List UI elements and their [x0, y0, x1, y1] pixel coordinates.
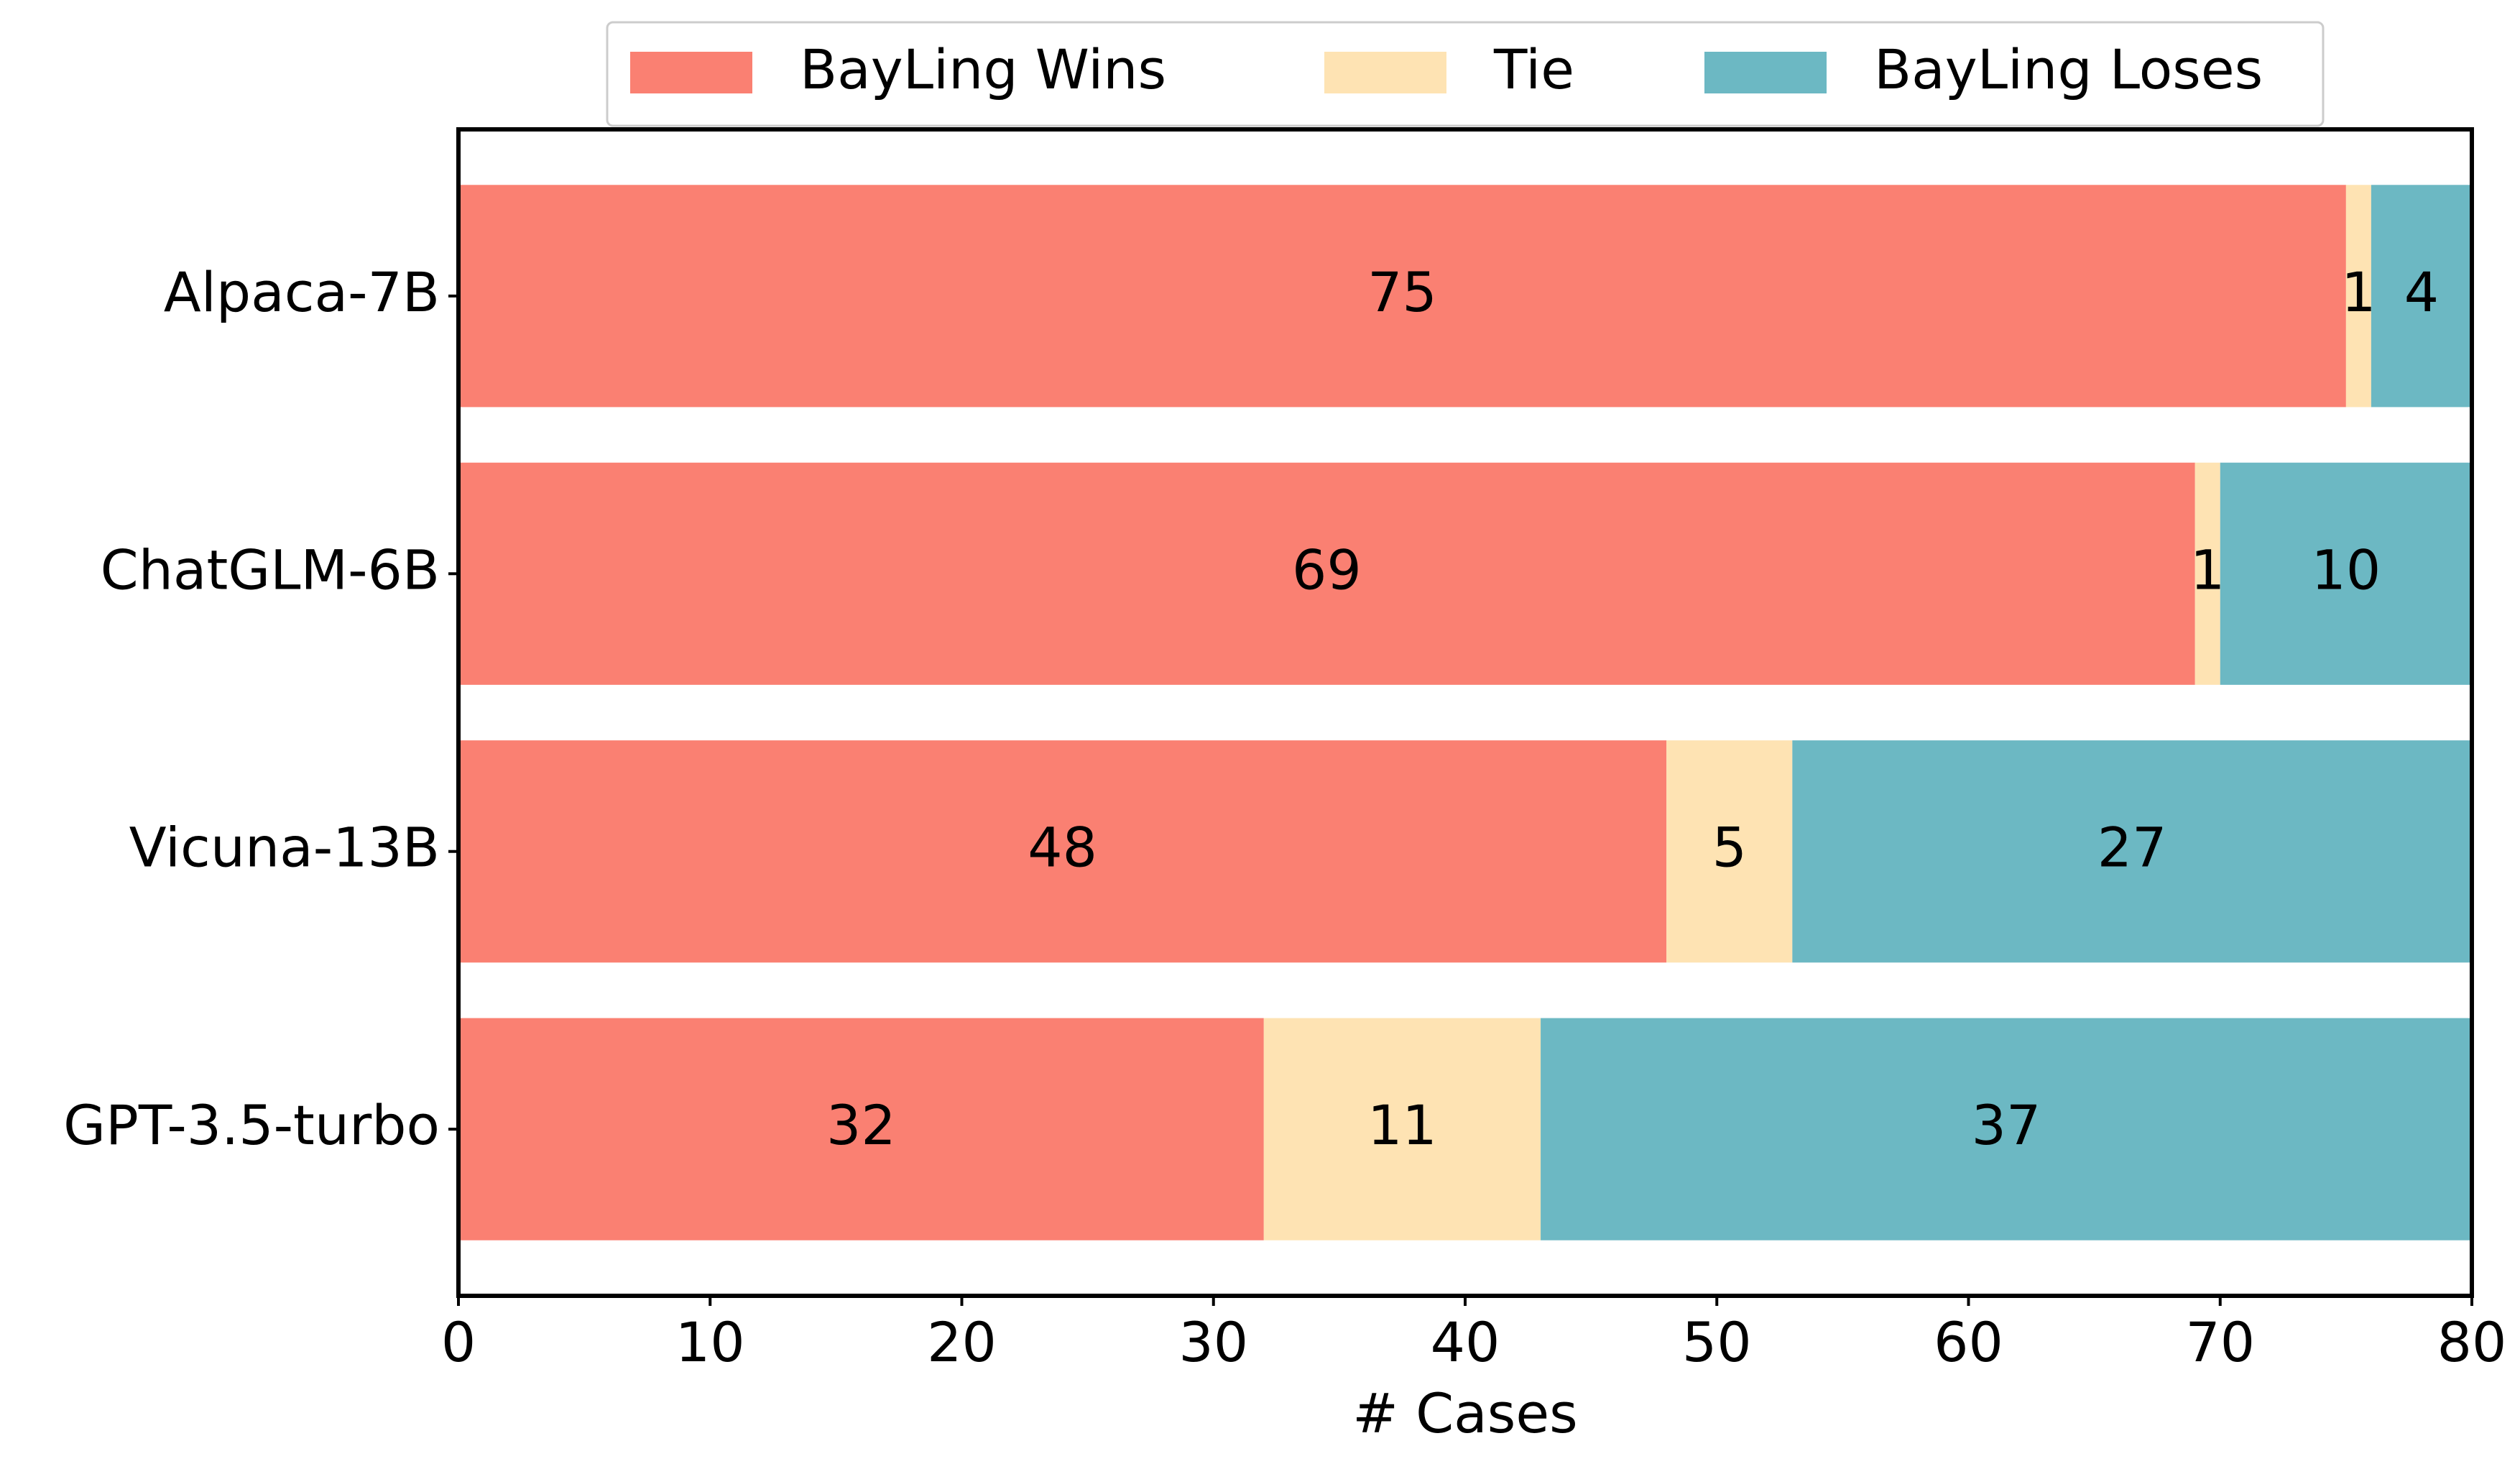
data-label: 69	[1292, 538, 1362, 602]
x-axis-label: # Cases	[1352, 1381, 1577, 1445]
y-tick-label: GPT-3.5-turbo	[63, 1093, 440, 1157]
legend-box	[606, 21, 2325, 127]
legend-label: BayLing Loses	[1874, 37, 2263, 101]
bar-segment	[1792, 740, 2472, 963]
bar-segment	[1666, 740, 1793, 963]
bar-segment	[2220, 462, 2472, 685]
data-label: 10	[2312, 538, 2381, 602]
bar-segment	[458, 740, 1667, 963]
data-label: 5	[1712, 816, 1747, 880]
bar-segment	[458, 462, 2195, 685]
legend-swatch	[1324, 52, 1446, 93]
data-label: 4	[2404, 260, 2439, 324]
data-label: 1	[2190, 538, 2225, 602]
y-tick-label: ChatGLM-6B	[101, 538, 440, 602]
legend-label: BayLing Wins	[800, 37, 1166, 101]
data-label: 1	[2341, 260, 2376, 324]
y-tick-label: Alpaca-7B	[164, 260, 440, 324]
data-label: 48	[1028, 816, 1097, 880]
legend-swatch	[1704, 52, 1827, 93]
data-label: 37	[1972, 1093, 2041, 1157]
bar-segment	[458, 185, 2346, 408]
data-label: 75	[1367, 260, 1437, 324]
data-label: 11	[1367, 1093, 1437, 1157]
x-tick-label: 0	[441, 1310, 476, 1374]
legend-swatch	[630, 52, 752, 93]
bar-segment	[458, 1018, 1264, 1240]
data-label: 32	[826, 1093, 896, 1157]
legend-label: Tie	[1493, 37, 1574, 101]
y-tick-label: Vicuna-13B	[129, 816, 440, 880]
bar-segment	[1541, 1018, 2472, 1240]
x-tick-label: 10	[675, 1310, 745, 1374]
x-tick-label: 70	[2185, 1310, 2255, 1374]
x-tick-label: 60	[1934, 1310, 2003, 1374]
x-tick-label: 80	[2437, 1310, 2507, 1374]
bar-segment	[2371, 185, 2472, 408]
x-tick-label: 30	[1178, 1310, 1248, 1374]
x-tick-label: 50	[1682, 1310, 1752, 1374]
bar-segment	[2194, 462, 2220, 685]
x-tick-label: 40	[1431, 1310, 1500, 1374]
bar-segment	[2345, 185, 2371, 408]
bar-segment	[1263, 1018, 1541, 1240]
data-label: 27	[2097, 816, 2167, 880]
x-tick-label: 20	[927, 1310, 997, 1374]
